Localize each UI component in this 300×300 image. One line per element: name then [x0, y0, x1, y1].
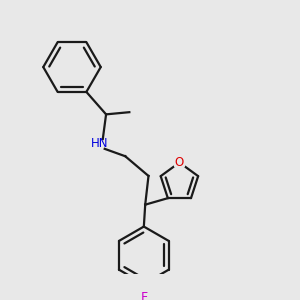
Text: F: F — [140, 291, 147, 300]
Text: O: O — [175, 156, 184, 169]
Text: HN: HN — [91, 137, 108, 150]
